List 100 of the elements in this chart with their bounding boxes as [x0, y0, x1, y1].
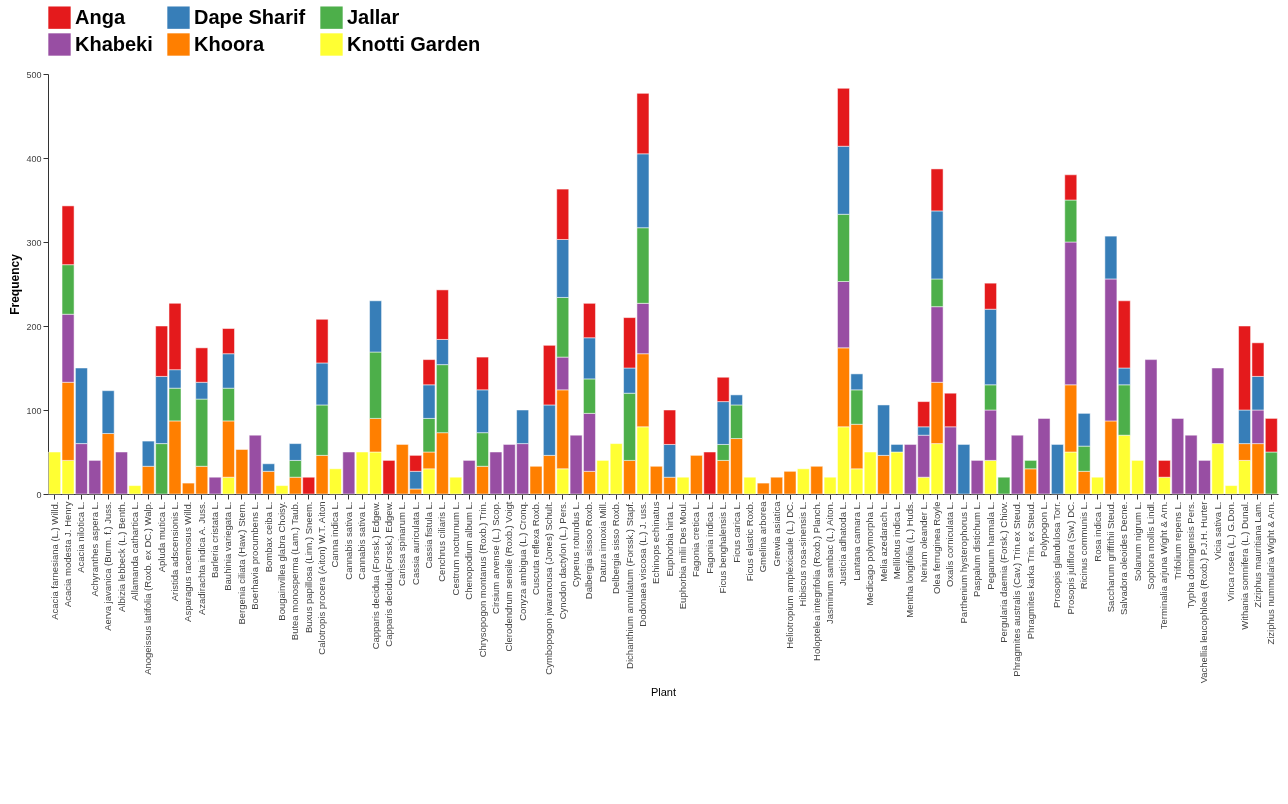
x-tick-label: Carissa spinarum L. [396, 501, 408, 586]
x-tick-label: Acacia nilotica L. [75, 501, 87, 573]
x-tick-label: Ficus benghalensis L. [717, 501, 729, 594]
x-tick-label: Cassia auriculata L. [409, 501, 421, 585]
x-tick-label: Asparagus racemosus Willd. [182, 501, 194, 622]
x-tick-label: Achyranthes aspera L. [88, 501, 100, 597]
x-tick-label: Ziziphus nummularia Wight & Arn. [1265, 501, 1277, 645]
x-tick-label: Paspalum distichum L. [971, 501, 983, 598]
y-tick-label: 200 [26, 321, 42, 332]
x-tick-label: Apluda mutica L. [155, 501, 167, 573]
x-tick-label: Dalbergia sissoo Roxb. [583, 501, 595, 600]
x-tick-label: Heliotropium amplexicaule (L.) DC. [784, 501, 796, 649]
x-tick-label: Cyperus rotundus L. [570, 501, 582, 588]
x-tick-label: Oxalis corniculata L. [944, 501, 956, 588]
x-tick-label: Cassia fistula L. [423, 501, 435, 569]
x-tick-label: Vicia sativa L. [1211, 501, 1223, 560]
legend-label: Knotti Garden [347, 32, 481, 55]
x-tick-label: Allamanda cathartica L. [128, 501, 140, 601]
y-tick-label: 0 [36, 489, 42, 500]
x-tick-label: Polypogon L. [1038, 501, 1050, 557]
x-tick-label: Nerium oleander L. [917, 501, 929, 583]
x-tick-label: Fagonia indica L. [703, 501, 715, 574]
x-tick-label: Ricinus communis L. [1078, 501, 1090, 590]
x-tick-label: Bombax ceiba L. [262, 501, 274, 573]
x-tick-label: Fagonia cretica L. [690, 501, 702, 578]
x-tick-label: Cannabis sativa L. [356, 501, 368, 580]
x-tick-label: Vinca rosea (L.) G.Don. [1225, 501, 1237, 602]
x-tick-label: Boerhavia procumbens L. [249, 501, 261, 610]
x-tick-label: Holoptelea integrifolia (Roxb.) Planch. [810, 501, 822, 661]
x-tick-label: Anogeissus latifolia (Roxb. ex DC.) Walp. [142, 501, 154, 675]
x-tick-label: Cannabis sativa L. [342, 501, 354, 580]
x-tick-label: Peganum harmala L. [984, 501, 996, 590]
x-tick-label: Chenopodium album L. [463, 501, 475, 600]
x-tick-label: Bauhinia variegata L. [222, 501, 234, 591]
x-tick-label: Cynodon dactylon (L.) Pers. [556, 501, 568, 620]
x-tick-label: Pergularia daemia (Forsk.) Chiov. [997, 501, 1009, 643]
legend-label: Anga [75, 5, 126, 28]
x-tick-label: Ficus elastic Roxb. [743, 501, 755, 582]
legend-label: Jallar [347, 5, 400, 28]
x-tick-label: Azadirachta indica A. Juss. [195, 501, 207, 616]
x-tick-label: Phragmites karka Trin. ex Steud. [1024, 501, 1036, 640]
x-tick-label: Terminalia arjuna Wight & Arn. [1158, 501, 1170, 630]
x-tick-label: Withania somnifera (L.) Dunal. [1238, 501, 1250, 630]
x-tick-label: Acacia farnesiana (L.) Willd. [48, 501, 60, 620]
x-tick-label: Sophora mollis Lindl. [1144, 501, 1156, 590]
x-tick-label: Buxus papillosa (Linn.) Sneem. [302, 501, 314, 633]
y-tick-label: 500 [26, 69, 42, 80]
x-tick-label: Medicago polymorpha L. [864, 501, 876, 606]
y-axis-title: Frequency [8, 253, 23, 315]
x-tick-label: Cymbopogon jwarancusa (Jones) Schult. [543, 501, 555, 675]
x-tick-label: Mentha longifolia (L.) Huds. [904, 501, 916, 618]
x-tick-label: Olea ferruginea Royle [931, 501, 943, 594]
x-tick-label: Conyza ambigua (L.) Cronq. [516, 501, 528, 621]
x-tick-label: Solanum nigrum L. [1131, 501, 1143, 582]
x-tick-label: Typha domingensis Pers. [1185, 501, 1197, 609]
x-tick-label: Ficus carica L. [730, 501, 742, 563]
x-tick-label: Euphorbia milii Des Moul. [677, 501, 689, 610]
x-tick-label: Vachellia leucophloea (Roxb.) P.J.H. Hurter [1198, 501, 1210, 684]
x-tick-label: Ziziphus mauritiana Lam. [1251, 501, 1263, 608]
x-tick-label: Delbergia sisso Roxb. [610, 501, 622, 594]
x-tick-label: Aerva javanica (Burm. f.) Juss. [102, 501, 114, 631]
x-tick-label: Parthenium hysterophorus L. [957, 501, 969, 624]
x-tick-label: Justicia adhatoda L. [837, 501, 849, 587]
x-tick-label: Melia azedarach L. [877, 501, 889, 582]
x-tick-label: Mellilotus indica L. [890, 501, 902, 580]
x-tick-label: Rosa indica L. [1091, 501, 1103, 562]
x-tick-label: Barleria cristata L. [209, 501, 221, 579]
x-tick-label: Calotropis procera (Aiton) W.T. Aiton [316, 501, 328, 655]
x-tick-label: Chrysopogon montanus (Roxb.) Trin. [476, 501, 488, 658]
x-tick-label: Gmelina arborea [757, 500, 769, 573]
x-axis-title: Plant [650, 686, 677, 699]
x-tick-label: Cenchrus ciliaris L. [436, 501, 448, 582]
x-tick-label: Grewia asiatica [770, 500, 782, 567]
x-tick-label: Phragmites australis (Cav.) Trin.ex Steud. [1011, 501, 1023, 677]
x-tick-label: Dodonaea viscosa (L.) J. uss. [636, 501, 648, 627]
x-tick-label: Clerodendrum sensile (Roxb.) Voigt [503, 501, 515, 652]
x-tick-label: Cirsium arvense (L.) Scop. [489, 501, 501, 614]
x-tick-label: Acacia modesta J. Henry [62, 501, 74, 608]
x-tick-label: Bergenia ciliata (Haw.) Stern. [235, 501, 247, 625]
legend-label: Khoora [194, 32, 265, 55]
x-tick-label: Echinops echinatus [650, 501, 662, 584]
x-tick-label: Capparis decidua(Forssk.) Edgew. [382, 501, 394, 647]
x-tick-label: Butea monosperma (Lam.) Taub. [289, 501, 301, 641]
x-tick-label: Dichanthium annulatum (Forssk.) Stapf. [623, 501, 635, 669]
x-tick-label: Prosopis glandulosa Torr. [1051, 501, 1063, 608]
x-tick-label: Euphorbia hirta L. [663, 501, 675, 577]
x-tick-label: Prosopis juliflora (Sw.) DC. [1064, 501, 1076, 615]
y-tick-label: 300 [26, 237, 42, 248]
legend-label: Dape Sharif [194, 5, 306, 28]
x-tick-label: Cuscuta reflexa Roxb. [529, 501, 541, 595]
x-tick-label: Salvadora oleoides Decne. [1118, 501, 1130, 616]
x-tick-label: Hibiscus rosa-sinensis L. [797, 501, 809, 607]
legend-label: Khabeki [75, 32, 153, 55]
x-tick-label: Canna indica L. [329, 501, 341, 568]
x-tick-label: Jasminum sambac (L.) Aiton. [824, 501, 836, 624]
x-tick-label: Datura innoxia Mill. [596, 501, 608, 583]
x-tick-label: Albizia lebbeck (L.) Benth. [115, 501, 127, 612]
x-tick-label: Trifolium repens L. [1171, 501, 1183, 580]
x-tick-label: Capparis decidua (Forssk.) Edgew. [369, 501, 381, 650]
y-tick-label: 100 [26, 405, 42, 416]
